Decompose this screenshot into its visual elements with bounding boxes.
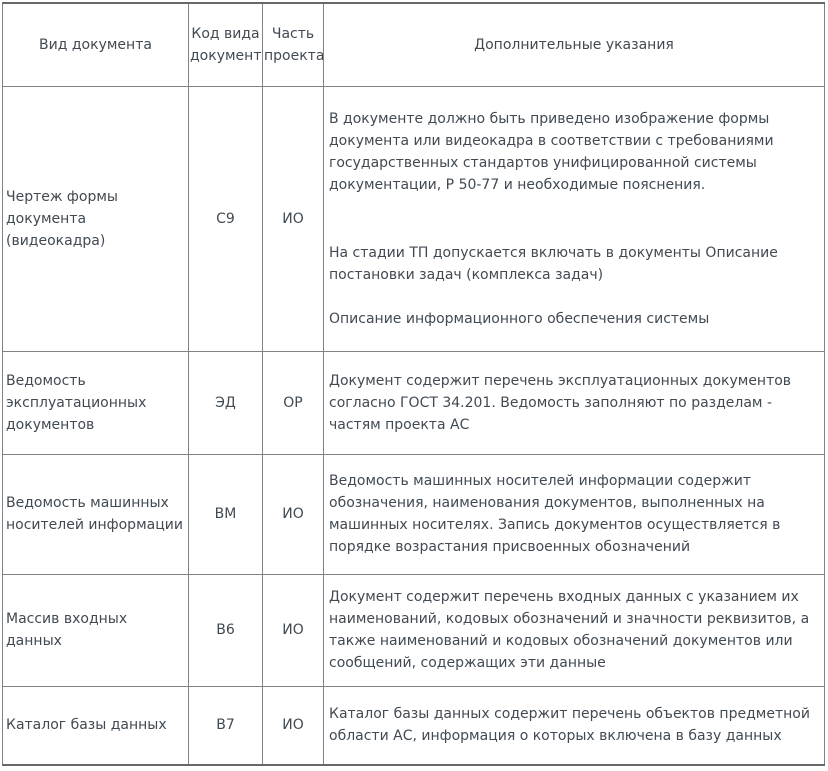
table-header: Вид документа Код вида документа Часть п… (2, 2, 825, 87)
project-part-cell: ИО (262, 453, 324, 575)
doc-code-cell: ЭД (188, 350, 263, 455)
project-part-cell: ИО (262, 573, 324, 687)
notes-paragraph: На стадии ТП допускается включать в доку… (329, 244, 778, 283)
notes-cell: Документ содержит перечень эксплуатацион… (323, 350, 825, 455)
notes-paragraph: Каталог базы данных содержит перечень об… (329, 706, 810, 745)
project-part-cell: ИО (262, 85, 324, 352)
table-row: Ведомость машинных носителей информации … (2, 453, 825, 575)
col-header-additional-notes: Дополнительные указания (323, 2, 825, 87)
doc-type-cell: Массив входных данных (2, 573, 189, 687)
notes-paragraph: Ведомость машинных носителей информации … (329, 473, 781, 555)
table-row: Каталог базы данных В7 ИО Каталог базы д… (2, 685, 825, 766)
notes-paragraph: Документ содержит перечень входных данны… (329, 589, 810, 671)
doc-type-cell: Ведомость машинных носителей информации (2, 453, 189, 575)
doc-code-cell: В7 (188, 685, 263, 766)
table-row: Ведомость эксплуатационных документов ЭД… (2, 350, 825, 455)
notes-paragraph: Описание информационного обеспечения сис… (329, 310, 710, 327)
doc-code-cell: С9 (188, 85, 263, 352)
notes-paragraph: Документ содержит перечень эксплуатацион… (329, 372, 792, 433)
notes-cell: Каталог базы данных содержит перечень об… (323, 685, 825, 766)
project-part-cell: ОР (262, 350, 324, 455)
doc-type-cell: Ведомость эксплуатационных документов (2, 350, 189, 455)
doc-code-cell: В6 (188, 573, 263, 687)
notes-cell: В документе должно быть приведено изобра… (323, 85, 825, 352)
col-header-doc-code: Код вида документа (188, 2, 263, 87)
doc-code-cell: ВМ (188, 453, 263, 575)
col-header-project-part: Часть проекта (262, 2, 324, 87)
table-row: Чертеж формы документа (видеокадра) С9 И… (2, 85, 825, 352)
doc-type-cell: Чертеж формы документа (видеокадра) (2, 85, 189, 352)
doc-type-cell: Каталог базы данных (2, 685, 189, 766)
table-body: Чертеж формы документа (видеокадра) С9 И… (2, 85, 825, 766)
header-row: Вид документа Код вида документа Часть п… (2, 2, 825, 87)
notes-cell: Документ содержит перечень входных данны… (323, 573, 825, 687)
notes-paragraph: В документе должно быть приведено изобра… (329, 110, 774, 193)
table-row: Массив входных данных В6 ИО Документ сод… (2, 573, 825, 687)
project-part-cell: ИО (262, 685, 324, 766)
notes-cell: Ведомость машинных носителей информации … (323, 453, 825, 575)
col-header-doc-type: Вид документа (2, 2, 189, 87)
